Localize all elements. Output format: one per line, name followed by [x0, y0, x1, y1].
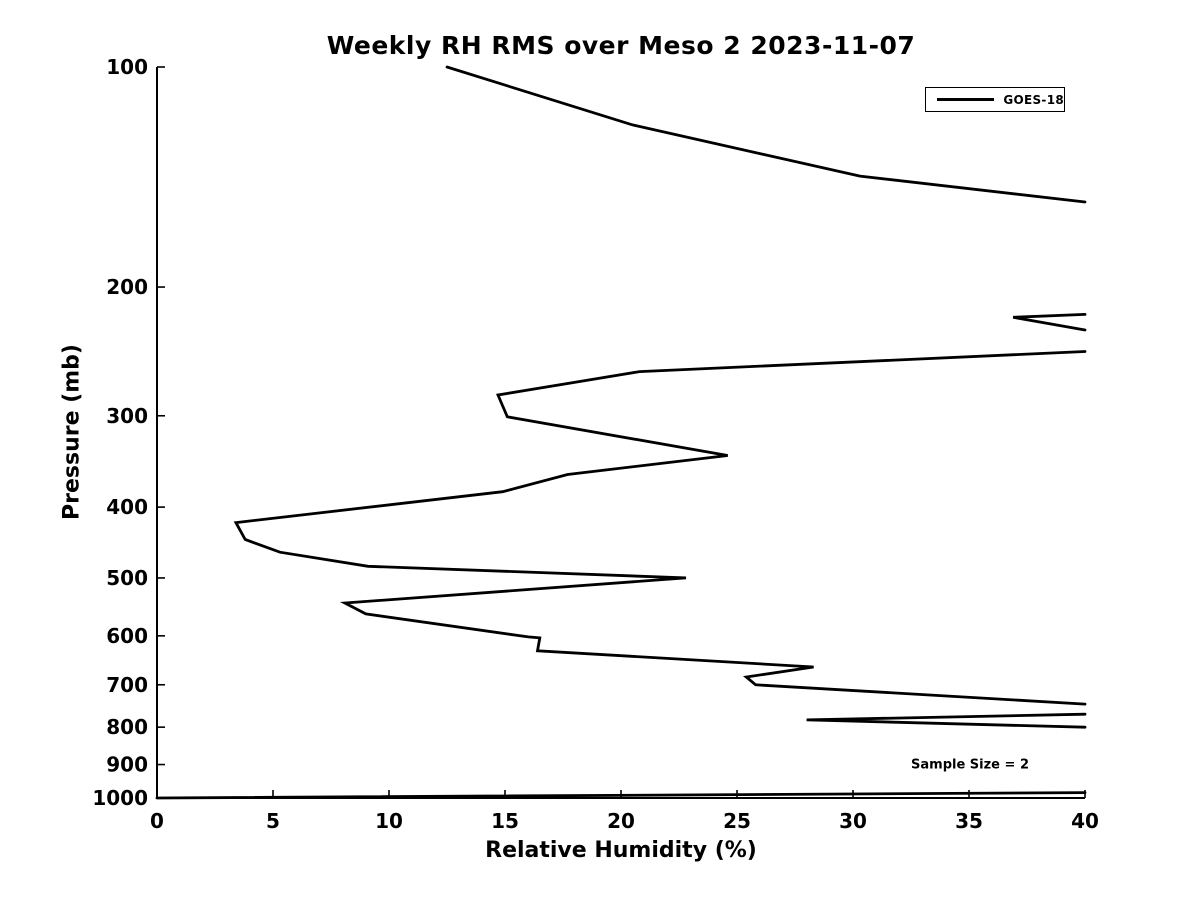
y-tick-label: 300	[106, 404, 148, 428]
x-tick-label: 0	[150, 809, 164, 833]
y-tick-label: 800	[106, 715, 148, 739]
data-line-goes-18	[806, 712, 1087, 729]
y-tick-label: 1000	[92, 786, 148, 810]
x-tick-label: 25	[723, 809, 751, 833]
legend: GOES-18	[925, 87, 1065, 112]
x-tick-label: 15	[491, 809, 519, 833]
x-tick-label: 40	[1071, 809, 1099, 833]
sample-size-annotation: Sample Size = 2	[911, 757, 1029, 773]
y-tick-label: 700	[106, 673, 148, 697]
x-tick-label: 5	[266, 809, 280, 833]
y-tick-label: 900	[106, 753, 148, 777]
y-tick-label: 500	[106, 566, 148, 590]
legend-line-sample	[937, 98, 995, 101]
y-tick-label: 200	[106, 275, 148, 299]
data-line-goes-18	[233, 350, 1087, 706]
x-axis-label: Relative Humidity (%)	[485, 838, 757, 863]
data-line-goes-18	[445, 65, 1087, 204]
x-tick-label: 10	[375, 809, 403, 833]
chart-title: Weekly RH RMS over Meso 2 2023-11-07	[326, 31, 916, 60]
legend-label: GOES-18	[1003, 92, 1064, 107]
data-line-goes-18	[1012, 312, 1087, 332]
y-tick-label: 600	[106, 624, 148, 648]
data-line-goes-18	[155, 791, 1087, 800]
y-tick-label: 400	[106, 495, 148, 519]
y-tick-label: 100	[106, 55, 148, 79]
x-tick-label: 20	[607, 809, 635, 833]
x-tick-label: 35	[955, 809, 983, 833]
x-tick-label: 30	[839, 809, 867, 833]
